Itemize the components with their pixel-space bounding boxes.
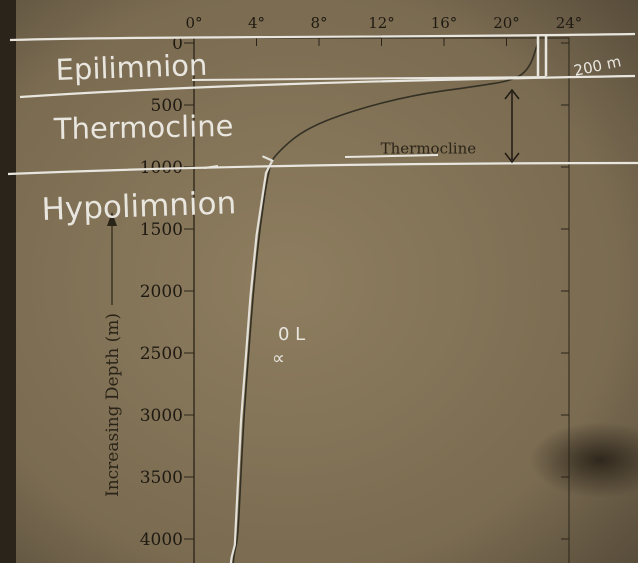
thermocline-printed-label: Thermocline: [381, 139, 477, 157]
page-edge-shadow: [0, 0, 16, 563]
x-tick-group: 0° 4° 8° 12° 16° 20° 24°: [185, 14, 582, 46]
y-tick-label: 2000: [140, 282, 183, 302]
y-axis-arrow-head: [107, 212, 117, 226]
tick-scribble: [203, 165, 219, 169]
hand-shadow: [530, 422, 638, 498]
x-tick-label: 8°: [310, 14, 327, 32]
scribble-0l: 0 L ∝: [272, 324, 305, 369]
x-tick-label: 4°: [248, 14, 265, 32]
epilimnion-bracket: [536, 36, 548, 76]
thermocline-underline: [344, 154, 439, 158]
thermocline-boundary-line: [7, 161, 638, 176]
thermocline-depth-arrow: [504, 88, 520, 164]
x-tick-label: 20°: [493, 14, 520, 32]
y-tick-label: 1500: [140, 220, 183, 240]
hypolimnion-label: Hypolimnion: [41, 185, 237, 228]
epilimnion-box-bottom: [191, 76, 547, 81]
handdrawn-curve-trace: [229, 155, 274, 563]
y-tick-label: 500: [151, 96, 183, 116]
y-axis-title: Increasing Depth (m): [103, 313, 123, 497]
handwriting-overlay: Epilimnion Thermocline Hypolimnion 200 m…: [7, 32, 638, 369]
y-tick-label: 3000: [140, 406, 183, 426]
x-tick-label: 12°: [368, 14, 395, 32]
y-tick-label: 2500: [140, 344, 183, 364]
y-tick-label: 4000: [140, 530, 183, 550]
x-tick-label: 24°: [556, 14, 583, 32]
thermocline-handwritten-label: Thermocline: [53, 109, 234, 146]
surface-line: [9, 32, 636, 42]
y-tick-label: 3500: [140, 468, 183, 488]
x-tick-label: 0°: [185, 14, 202, 32]
epilimnion-label: Epilimnion: [55, 48, 208, 87]
y-tick-label: 0: [172, 34, 183, 54]
x-tick-label: 16°: [431, 14, 458, 32]
